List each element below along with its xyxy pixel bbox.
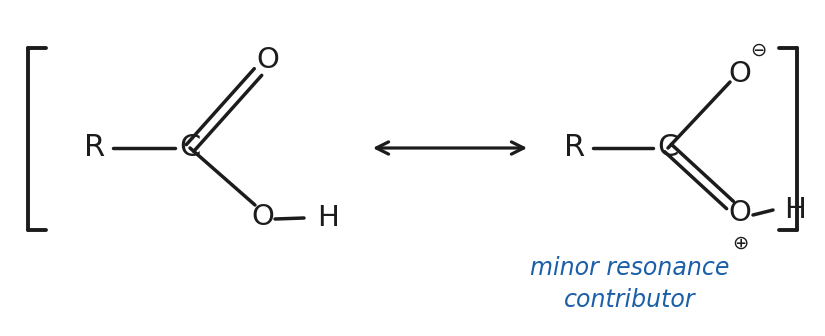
Text: ⊖: ⊖ [750,41,766,59]
Text: R: R [564,133,586,163]
Text: O: O [252,203,275,231]
Text: ⊕: ⊕ [732,234,748,252]
Text: H: H [317,204,339,232]
Text: H: H [784,196,806,224]
Text: R: R [84,133,106,163]
Text: minor resonance: minor resonance [530,256,729,280]
Text: C: C [658,133,679,163]
Text: O: O [728,199,752,227]
Text: C: C [179,133,200,163]
Text: O: O [728,60,752,88]
Text: contributor: contributor [564,288,695,312]
Text: O: O [257,46,280,74]
